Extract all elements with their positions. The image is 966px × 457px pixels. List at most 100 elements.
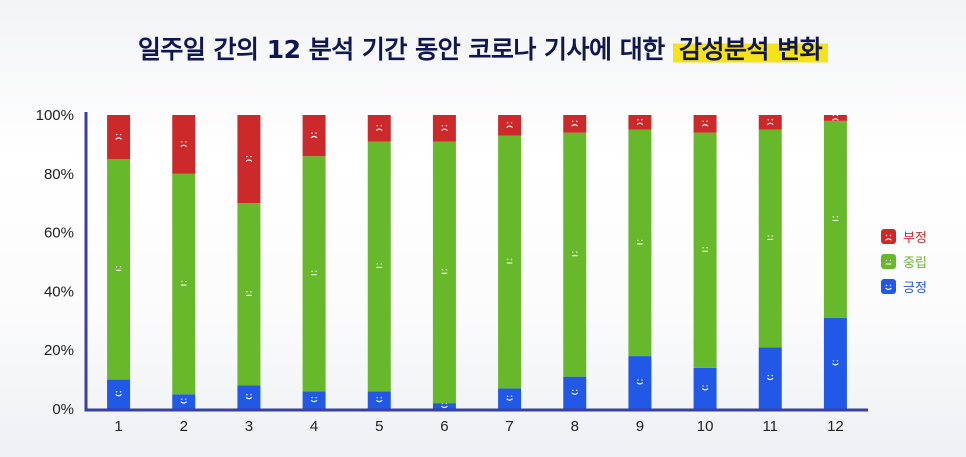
neutral-face-icon [311, 270, 318, 276]
face-eye [250, 394, 252, 396]
bar-segment [367, 115, 391, 142]
legend-label: 긍정 [903, 281, 927, 296]
chart-title: 일주일 간의 12 분석 기간 동안 코로나 기사에 대한 감성분석 변화 [0, 30, 966, 66]
face-eye [315, 132, 317, 134]
face-mouth [885, 238, 892, 241]
y-tick-label: 20% [44, 342, 74, 359]
bar-segment [693, 115, 717, 133]
bar-segment [432, 141, 456, 404]
bar-segment [823, 115, 847, 121]
y-tick-label: 40% [44, 283, 74, 300]
neutral-face-icon [376, 263, 383, 268]
legend-swatch [881, 229, 896, 244]
face-eye [771, 374, 773, 377]
bar-segment [758, 115, 782, 130]
neutral-face-icon [441, 269, 448, 274]
face-eye [315, 396, 317, 399]
legend-item: 중립 [881, 254, 927, 271]
face-mouth [832, 363, 839, 366]
face-mouth [115, 137, 122, 140]
y-tick-label: 80% [44, 166, 74, 183]
legend-item: 긍정 [881, 279, 927, 296]
neutral-face-icon [767, 235, 774, 241]
neutral-face-icon [885, 259, 892, 265]
bar-segment [628, 129, 652, 357]
x-tick-label: 10 [697, 418, 714, 435]
bar-segment [628, 115, 652, 130]
bars-group [107, 114, 847, 409]
face-eye [380, 263, 382, 265]
bar-segment [302, 115, 326, 157]
face-mouth [636, 122, 644, 125]
bar-segment [563, 132, 587, 377]
face-eye [510, 122, 513, 124]
x-tick-label: 4 [310, 418, 318, 435]
x-tick-label: 6 [440, 418, 448, 435]
face-eye [311, 132, 313, 134]
face-eye [771, 119, 773, 121]
negative-face-icon [506, 122, 513, 128]
face-eye [119, 133, 122, 136]
face-mouth [310, 399, 318, 403]
bar-segment [693, 132, 717, 368]
chart-title-highlight: 감성분석 변화 [672, 35, 829, 64]
neutral-face-icon [115, 266, 122, 271]
legend-swatch [881, 279, 896, 294]
face-eye [637, 239, 639, 242]
bar-segment [823, 120, 847, 318]
face-eye [311, 396, 313, 399]
bar-segment [237, 385, 261, 409]
bar-segment [628, 356, 652, 409]
face-eye [246, 155, 248, 158]
face-eye [246, 291, 248, 293]
face-eye [885, 284, 888, 287]
bar-segment [172, 115, 196, 174]
face-eye [576, 251, 578, 253]
face-mouth [506, 398, 513, 401]
face-eye [771, 235, 773, 237]
bar-segment [498, 388, 522, 409]
face-eye [506, 395, 509, 397]
x-tick-label: 8 [571, 418, 579, 435]
bar-segment [302, 391, 326, 409]
y-tick-label: 0% [52, 401, 74, 418]
face-eye [119, 266, 122, 268]
x-tick-label: 7 [505, 418, 513, 435]
face-eye [832, 216, 835, 218]
face-eye [250, 155, 252, 158]
bar-segment [172, 394, 196, 409]
negative-face-icon [376, 125, 383, 131]
bar-segment [693, 367, 717, 409]
legend-label: 부정 [903, 231, 927, 246]
face-eye [376, 125, 378, 127]
bar-segment [823, 317, 847, 409]
face-mouth [441, 405, 448, 409]
positive-face-icon [636, 379, 644, 385]
bar-segment [107, 159, 131, 380]
face-mouth [245, 396, 253, 400]
face-eye [885, 259, 888, 262]
neutral-face-icon [636, 239, 643, 245]
face-eye [445, 125, 448, 127]
face-eye [767, 374, 769, 377]
face-eye [706, 120, 708, 123]
face-mouth [571, 124, 578, 127]
negative-face-icon [701, 120, 709, 127]
face-eye [637, 119, 639, 121]
positive-face-icon [701, 385, 709, 391]
negative-face-icon [245, 155, 253, 162]
positive-face-icon [180, 398, 187, 404]
face-eye [637, 379, 639, 381]
negative-face-icon [767, 119, 774, 125]
bar-segment [237, 115, 261, 204]
face-eye [702, 120, 704, 123]
bar-segment [367, 391, 391, 409]
bar-segment [172, 173, 196, 395]
negative-face-icon [885, 234, 892, 241]
x-tick-label: 5 [375, 418, 383, 435]
face-eye [380, 396, 382, 399]
face-eye [836, 360, 839, 362]
x-tick-label: 1 [114, 418, 122, 435]
y-tick-label: 100% [36, 107, 74, 124]
